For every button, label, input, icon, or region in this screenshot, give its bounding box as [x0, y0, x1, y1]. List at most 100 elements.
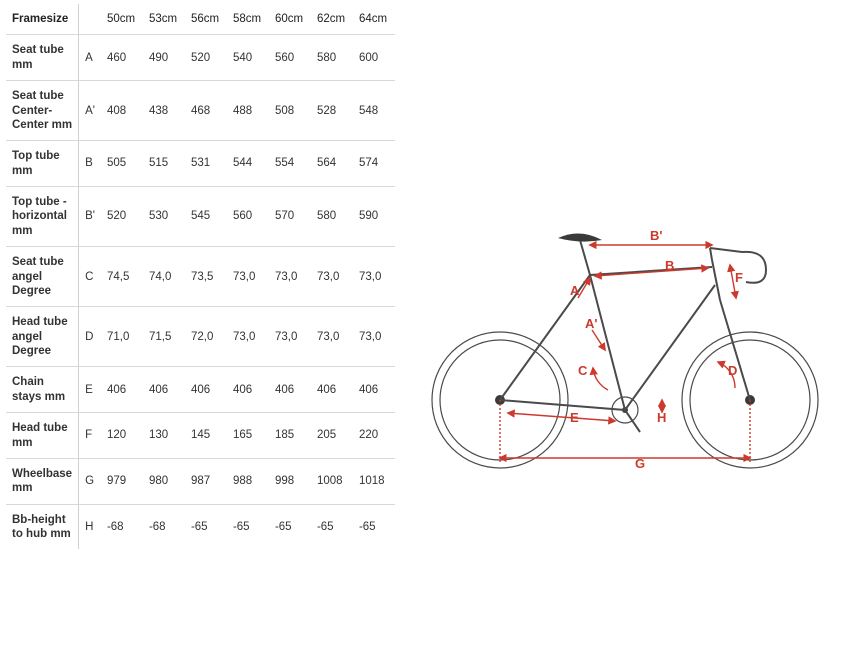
lbl-a: A: [570, 283, 580, 298]
row-value: 73,0: [269, 247, 311, 307]
header-framesize: Framesize: [6, 4, 79, 35]
row-value: 980: [143, 458, 185, 504]
row-label: Seat tube angel Degree: [6, 247, 79, 307]
row-value: 1018: [353, 458, 395, 504]
row-label: Top tube - horizontal mm: [6, 187, 79, 247]
bike-geometry-diagram: A A' B B' C D E F G H: [430, 200, 830, 500]
row-value: -65: [311, 504, 353, 549]
row-value: 406: [269, 367, 311, 413]
table-row: Bb-height to hub mmH-68-68-65-65-65-65-6…: [6, 504, 395, 549]
row-code: C: [79, 247, 101, 307]
lbl-bp: B': [650, 228, 662, 243]
row-value: 145: [185, 413, 227, 459]
geometry-table-container: Framesize 50cm 53cm 56cm 58cm 60cm 62cm …: [0, 0, 420, 671]
row-code: B: [79, 141, 101, 187]
row-code: F: [79, 413, 101, 459]
row-label: Bb-height to hub mm: [6, 504, 79, 549]
lbl-f: F: [735, 270, 743, 285]
row-value: 554: [269, 141, 311, 187]
table-row: Wheelbase mmG97998098798899810081018: [6, 458, 395, 504]
drop-bar-icon: [742, 252, 766, 283]
row-value: 73,0: [353, 247, 395, 307]
row-value: 600: [353, 35, 395, 81]
table-row: Seat tube mmA460490520540560580600: [6, 35, 395, 81]
row-value: 120: [101, 413, 143, 459]
header-size-6: 64cm: [353, 4, 395, 35]
row-value: 185: [269, 413, 311, 459]
table-header-row: Framesize 50cm 53cm 56cm 58cm 60cm 62cm …: [6, 4, 395, 35]
row-value: 520: [101, 187, 143, 247]
saddle-icon: [558, 233, 602, 241]
row-label: Wheelbase mm: [6, 458, 79, 504]
row-value: 998: [269, 458, 311, 504]
dim-a-prime-arrow: [592, 330, 605, 350]
row-value: 73,0: [311, 307, 353, 367]
row-value: 580: [311, 35, 353, 81]
row-label: Head tube angel Degree: [6, 307, 79, 367]
row-value: 544: [227, 141, 269, 187]
table-row: Head tube angel DegreeD71,071,572,073,07…: [6, 307, 395, 367]
row-value: 987: [185, 458, 227, 504]
row-value: 570: [269, 187, 311, 247]
row-code: B': [79, 187, 101, 247]
row-value: 580: [311, 187, 353, 247]
row-value: 74,0: [143, 247, 185, 307]
row-value: 460: [101, 35, 143, 81]
header-size-2: 56cm: [185, 4, 227, 35]
row-value: -65: [185, 504, 227, 549]
table-row: Seat tube angel DegreeC74,574,073,573,07…: [6, 247, 395, 307]
row-label: Head tube mm: [6, 413, 79, 459]
stem: [710, 248, 742, 252]
lbl-g: G: [635, 456, 645, 471]
row-value: 515: [143, 141, 185, 187]
table-row: Head tube mmF120130145165185205220: [6, 413, 395, 459]
row-value: 574: [353, 141, 395, 187]
header-size-0: 50cm: [101, 4, 143, 35]
row-value: 73,0: [353, 307, 395, 367]
geometry-table: Framesize 50cm 53cm 56cm 58cm 60cm 62cm …: [6, 4, 395, 549]
head-tube: [712, 260, 720, 300]
row-code: G: [79, 458, 101, 504]
row-value: -68: [143, 504, 185, 549]
row-value: 73,0: [311, 247, 353, 307]
row-value: 73,0: [227, 307, 269, 367]
stem-vert: [710, 248, 712, 260]
row-label: Top tube mm: [6, 141, 79, 187]
row-value: 548: [353, 81, 395, 141]
row-value: 406: [185, 367, 227, 413]
lbl-c: C: [578, 363, 588, 378]
top-tube: [590, 267, 712, 275]
header-size-3: 58cm: [227, 4, 269, 35]
row-value: 520: [185, 35, 227, 81]
row-value: 71,0: [101, 307, 143, 367]
row-value: 988: [227, 458, 269, 504]
row-value: 406: [101, 367, 143, 413]
row-value: 508: [269, 81, 311, 141]
row-value: 490: [143, 35, 185, 81]
table-row: Chain stays mmE406406406406406406406: [6, 367, 395, 413]
row-value: 531: [185, 141, 227, 187]
row-value: 165: [227, 413, 269, 459]
row-value: 73,0: [227, 247, 269, 307]
row-value: 540: [227, 35, 269, 81]
lbl-d: D: [728, 363, 737, 378]
row-value: -65: [269, 504, 311, 549]
lbl-ap: A': [585, 316, 597, 331]
row-value: 73,0: [269, 307, 311, 367]
header-size-1: 53cm: [143, 4, 185, 35]
row-value: 408: [101, 81, 143, 141]
lbl-e: E: [570, 410, 579, 425]
row-value: 205: [311, 413, 353, 459]
row-code: A: [79, 35, 101, 81]
header-code-blank: [79, 4, 101, 35]
row-code: H: [79, 504, 101, 549]
row-value: -65: [353, 504, 395, 549]
table-row: Top tube - horizontal mmB'52053054556057…: [6, 187, 395, 247]
lbl-b: B: [665, 258, 674, 273]
row-value: 530: [143, 187, 185, 247]
row-label: Seat tube mm: [6, 35, 79, 81]
row-value: 406: [311, 367, 353, 413]
row-value: 488: [227, 81, 269, 141]
row-value: 979: [101, 458, 143, 504]
row-value: 528: [311, 81, 353, 141]
